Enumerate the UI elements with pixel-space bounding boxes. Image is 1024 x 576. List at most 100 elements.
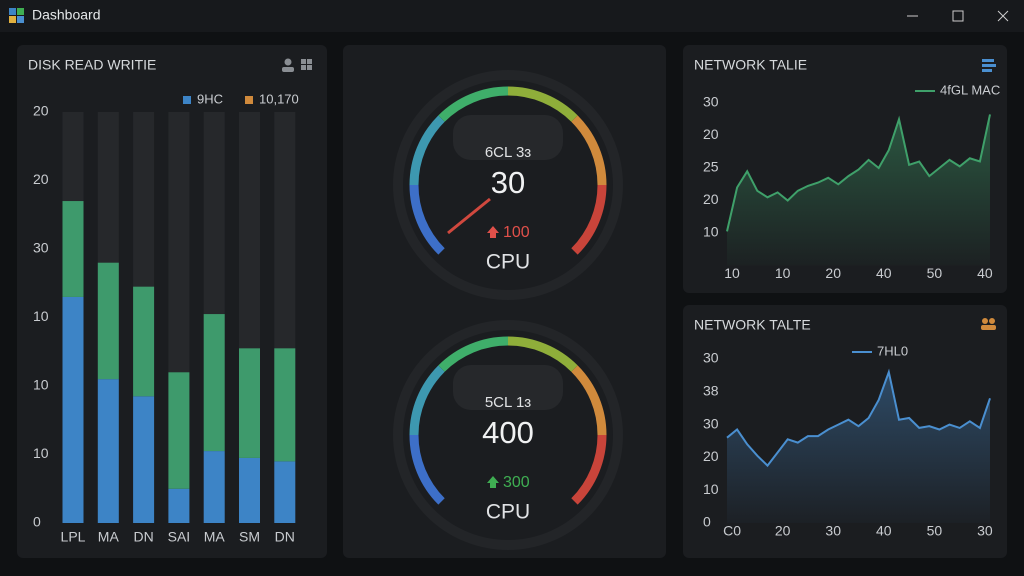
y-tick-label: 20: [703, 191, 719, 207]
gauge-arc: [571, 115, 607, 186]
gauge-value: 400: [482, 415, 534, 450]
y-tick-label: 30: [703, 94, 719, 110]
x-tick-label: SM: [239, 529, 260, 545]
y-tick-label: 10: [33, 445, 49, 461]
gauge-arc: [409, 434, 445, 505]
gauge-name: CPU: [486, 251, 530, 274]
gauge-arc: [571, 434, 607, 505]
bar: [62, 296, 84, 523]
panel-icon[interactable]: [981, 318, 996, 330]
x-tick-label: 50: [927, 523, 943, 539]
panel-icons[interactable]: [282, 58, 312, 73]
gauge-value: 30: [491, 165, 525, 200]
x-tick-label: C0: [723, 523, 741, 539]
y-tick-label: 20: [33, 103, 49, 119]
gauge-arc: [507, 86, 578, 122]
bar: [168, 372, 190, 489]
legend-label: 7HL0: [877, 343, 908, 358]
x-tick-label: 10: [724, 265, 740, 281]
x-tick-label: MA: [204, 529, 226, 545]
bar: [168, 488, 190, 523]
gauge-arc: [507, 336, 578, 372]
bar: [239, 348, 260, 458]
gauge-label: 5CL 1ɜ: [485, 394, 531, 411]
gauge-arc: [409, 115, 445, 186]
x-tick-label: DN: [275, 529, 295, 545]
area: [727, 114, 990, 266]
panel-icon[interactable]: [982, 59, 996, 72]
y-tick-label: 30: [703, 415, 719, 431]
y-tick-label: 25: [703, 159, 719, 175]
gauge-arc: [571, 184, 607, 255]
y-tick-label: 0: [33, 514, 41, 530]
delta-arrow: [487, 226, 499, 238]
y-tick-label: 30: [33, 240, 49, 256]
gauge-arc: [438, 86, 509, 122]
legend-label: 9HC: [197, 91, 223, 106]
gauge-ring: [393, 320, 623, 550]
panel-title: NETWORK TALIE: [694, 57, 807, 73]
bar: [203, 314, 225, 452]
y-tick-label: 10: [703, 481, 719, 497]
legend-swatch: [183, 96, 191, 104]
bar: [203, 451, 225, 523]
x-tick-label: LPL: [61, 529, 86, 545]
bar: [239, 457, 260, 523]
gauge-arc: [409, 184, 445, 255]
y-tick-label: 20: [703, 126, 719, 142]
panel: [343, 45, 666, 558]
x-tick-label: 30: [977, 523, 993, 539]
legend-label: 4fGL MAC: [940, 82, 1000, 97]
bar: [274, 348, 296, 462]
x-tick-label: 30: [825, 523, 841, 539]
y-tick-label: 10: [33, 308, 49, 324]
x-tick-label: 10: [775, 265, 791, 281]
gauge-label-bg: [453, 365, 563, 410]
gauge-name: CPU: [486, 501, 530, 524]
x-tick-label: 50: [927, 265, 943, 281]
bar: [97, 379, 119, 523]
y-tick-label: 38: [703, 382, 719, 398]
line: [726, 114, 991, 232]
gauge-delta: 100: [503, 224, 530, 241]
gauge-ring: [393, 70, 623, 300]
legend-swatch: [245, 96, 253, 104]
maximize-button[interactable]: [952, 10, 964, 22]
legend-label: 10,170: [259, 91, 299, 106]
line: [726, 368, 991, 468]
bar: [62, 201, 84, 297]
close-button[interactable]: [997, 10, 1009, 22]
gauge-needle: [447, 197, 491, 235]
x-tick-label: 20: [775, 523, 791, 539]
y-tick-label: 20: [33, 171, 49, 187]
gauge-label-bg: [453, 115, 563, 160]
x-tick-label: MA: [98, 529, 120, 545]
y-tick-label: 10: [33, 377, 49, 393]
x-tick-label: 40: [876, 265, 892, 281]
area: [727, 372, 990, 523]
delta-arrow: [487, 476, 499, 488]
x-tick-label: SAI: [168, 529, 191, 545]
gauge-label: 6CL 3ɜ: [485, 144, 531, 161]
gauge-delta: 300: [503, 474, 530, 491]
x-tick-label: 40: [876, 523, 892, 539]
y-tick-label: 30: [703, 350, 719, 366]
bar: [97, 262, 119, 380]
bar: [133, 396, 155, 523]
gauge-arc: [438, 336, 509, 372]
gauge-arc: [571, 365, 607, 436]
y-tick-label: 0: [703, 514, 711, 530]
app-icon: [9, 8, 24, 23]
title-bar: [0, 0, 1024, 32]
bar: [133, 286, 155, 397]
bar: [274, 461, 296, 523]
x-tick-label: 20: [825, 265, 841, 281]
window-title: Dashboard: [32, 7, 101, 23]
gauge-arc: [409, 365, 445, 436]
panel-title: DISK READ WRITIE: [28, 57, 156, 73]
x-tick-label: 40: [977, 265, 993, 281]
y-tick-label: 10: [703, 224, 719, 240]
x-tick-label: DN: [133, 529, 153, 545]
